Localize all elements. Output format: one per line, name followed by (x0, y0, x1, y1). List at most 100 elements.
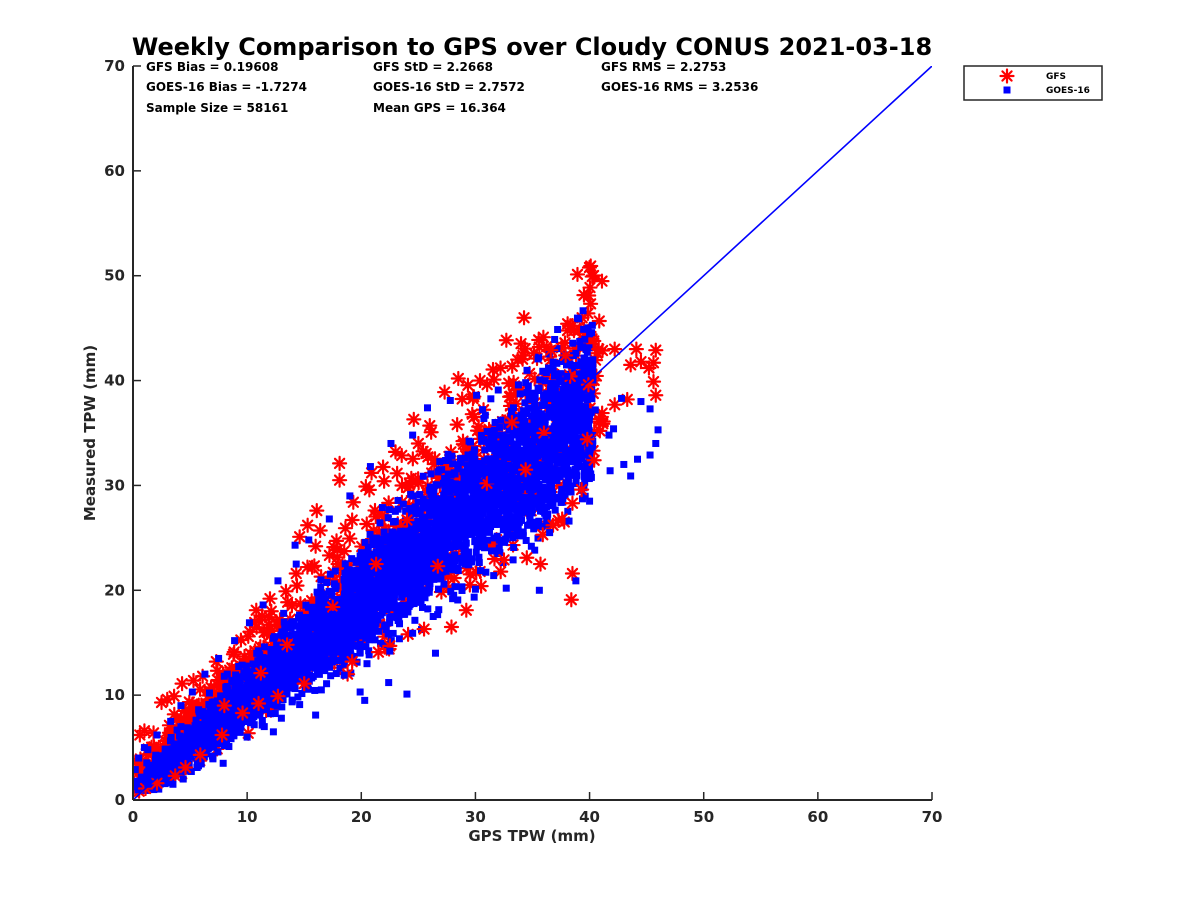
goes-point (474, 525, 482, 533)
goes-point (451, 557, 459, 565)
goes-point (557, 370, 565, 378)
goes-point (280, 618, 288, 626)
goes-point (283, 658, 291, 666)
goes-point (467, 500, 475, 508)
goes-point (464, 462, 472, 470)
goes-point (571, 471, 579, 479)
goes-point (396, 538, 404, 546)
goes-point (165, 749, 173, 757)
goes-point (549, 425, 557, 433)
goes-point (207, 700, 215, 708)
goes-point (280, 661, 288, 669)
goes-point (498, 480, 506, 488)
gfs-point (466, 409, 482, 425)
goes-point (337, 614, 345, 622)
goes-point (433, 554, 441, 562)
goes-point (253, 649, 261, 657)
goes-point (548, 465, 556, 473)
goes-point (518, 516, 526, 524)
goes-point (352, 628, 360, 636)
goes-point (547, 449, 555, 457)
goes-point (468, 486, 476, 494)
goes-point (415, 520, 423, 528)
goes-point (193, 757, 201, 765)
goes-point (159, 766, 167, 774)
goes-point (341, 616, 349, 624)
goes-point (571, 458, 579, 466)
gfs-point (584, 268, 600, 285)
goes-point (579, 307, 587, 315)
goes-point (447, 517, 455, 525)
goes-point (475, 516, 483, 524)
goes-point (400, 539, 408, 547)
goes-point (297, 621, 305, 629)
goes-point (548, 438, 556, 446)
goes-point (525, 442, 533, 450)
goes-point (416, 548, 424, 556)
goes-point (263, 691, 271, 699)
goes-point (383, 598, 391, 606)
goes-point (370, 627, 378, 635)
goes-point (135, 780, 143, 788)
goes-point (259, 684, 267, 692)
goes-point (487, 469, 495, 477)
goes-point (440, 564, 448, 572)
goes-point (215, 736, 223, 744)
goes-point (447, 484, 455, 492)
goes-point (502, 436, 510, 444)
gfs-point (581, 259, 598, 276)
goes-point (238, 661, 246, 669)
goes-point (397, 576, 405, 584)
goes-point (568, 382, 576, 390)
goes-point (196, 712, 204, 720)
goes-point (493, 512, 501, 520)
goes-point (547, 502, 555, 510)
goes-point (585, 474, 593, 482)
goes-point (341, 606, 349, 614)
goes-point (291, 685, 299, 693)
goes-point (407, 537, 415, 545)
goes-point (339, 654, 347, 662)
goes-point (423, 572, 431, 580)
goes-point (473, 536, 481, 544)
goes-point (555, 414, 563, 422)
goes-point (447, 587, 455, 595)
goes-point (493, 431, 501, 439)
goes-point (458, 488, 466, 496)
goes-point (291, 662, 299, 670)
goes-point (299, 676, 307, 684)
goes-point (365, 623, 373, 631)
goes-point (485, 442, 493, 450)
goes-point (558, 485, 566, 493)
goes-point (391, 507, 399, 515)
goes-point (457, 458, 465, 466)
goes-point (235, 682, 243, 690)
goes-point (365, 647, 373, 655)
goes-point (526, 478, 534, 486)
goes-point (429, 543, 437, 551)
goes-point (406, 533, 414, 541)
goes-point (514, 381, 522, 389)
goes-point (350, 642, 358, 650)
gfs-point (462, 566, 478, 582)
goes-point (279, 696, 287, 704)
goes-point (543, 519, 551, 527)
goes-point (550, 414, 558, 422)
goes-point (432, 495, 440, 503)
goes-point (527, 491, 535, 499)
goes-point (313, 625, 321, 633)
goes-point (461, 543, 469, 551)
goes-point (469, 475, 477, 483)
goes-point (176, 732, 184, 740)
goes-point (384, 630, 392, 638)
goes-point (323, 680, 331, 688)
goes-point (579, 343, 587, 351)
goes-point (419, 519, 427, 527)
goes-point (472, 548, 480, 556)
goes-point (417, 566, 425, 574)
goes-point (371, 584, 379, 592)
goes-point (211, 707, 219, 715)
goes-point (364, 543, 372, 551)
goes-point (192, 716, 200, 724)
goes-point (235, 692, 243, 700)
